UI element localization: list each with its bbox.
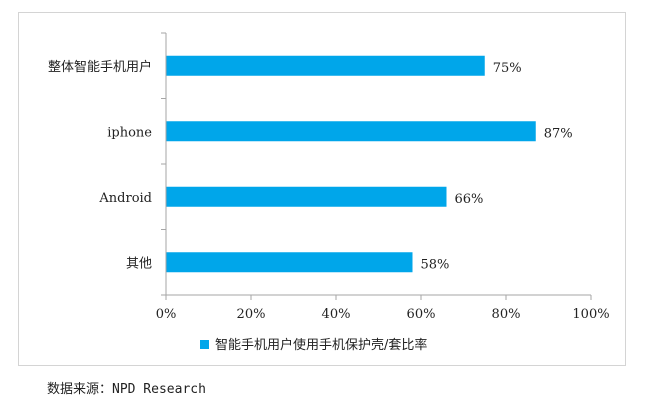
data-label: 87% — [544, 126, 573, 141]
x-tick-label: 0% — [156, 307, 177, 322]
data-label: 58% — [421, 257, 450, 272]
x-tick-label: 40% — [322, 307, 351, 322]
data-label: 75% — [493, 61, 522, 76]
category-label: Android — [98, 191, 152, 206]
category-label: 整体智能手机用户 — [48, 59, 152, 75]
bar — [166, 186, 447, 207]
legend-swatch — [200, 340, 209, 349]
source-note: 数据来源：NPD Research — [47, 382, 206, 397]
legend-label: 智能手机用户使用手机保护壳/套比率 — [215, 337, 427, 353]
bar — [166, 252, 413, 273]
x-tick-label: 20% — [237, 307, 266, 322]
category-label: iphone — [107, 125, 152, 140]
data-label: 66% — [455, 192, 484, 207]
category-label: 其他 — [126, 256, 152, 271]
bar — [166, 121, 536, 142]
x-tick-label: 60% — [407, 307, 436, 322]
x-tick-label: 100% — [572, 307, 609, 322]
bar-chart: 0% 20% 40% 60% 80% 100% 整体智能手机用户 75% iphone 87% An… — [48, 32, 610, 353]
x-tick-label: 80% — [492, 307, 521, 322]
chart-frame: 0% 20% 40% 60% 80% 100% 整体智能手机用户 75% iphone 87% An… — [18, 12, 626, 366]
bar — [166, 55, 485, 76]
